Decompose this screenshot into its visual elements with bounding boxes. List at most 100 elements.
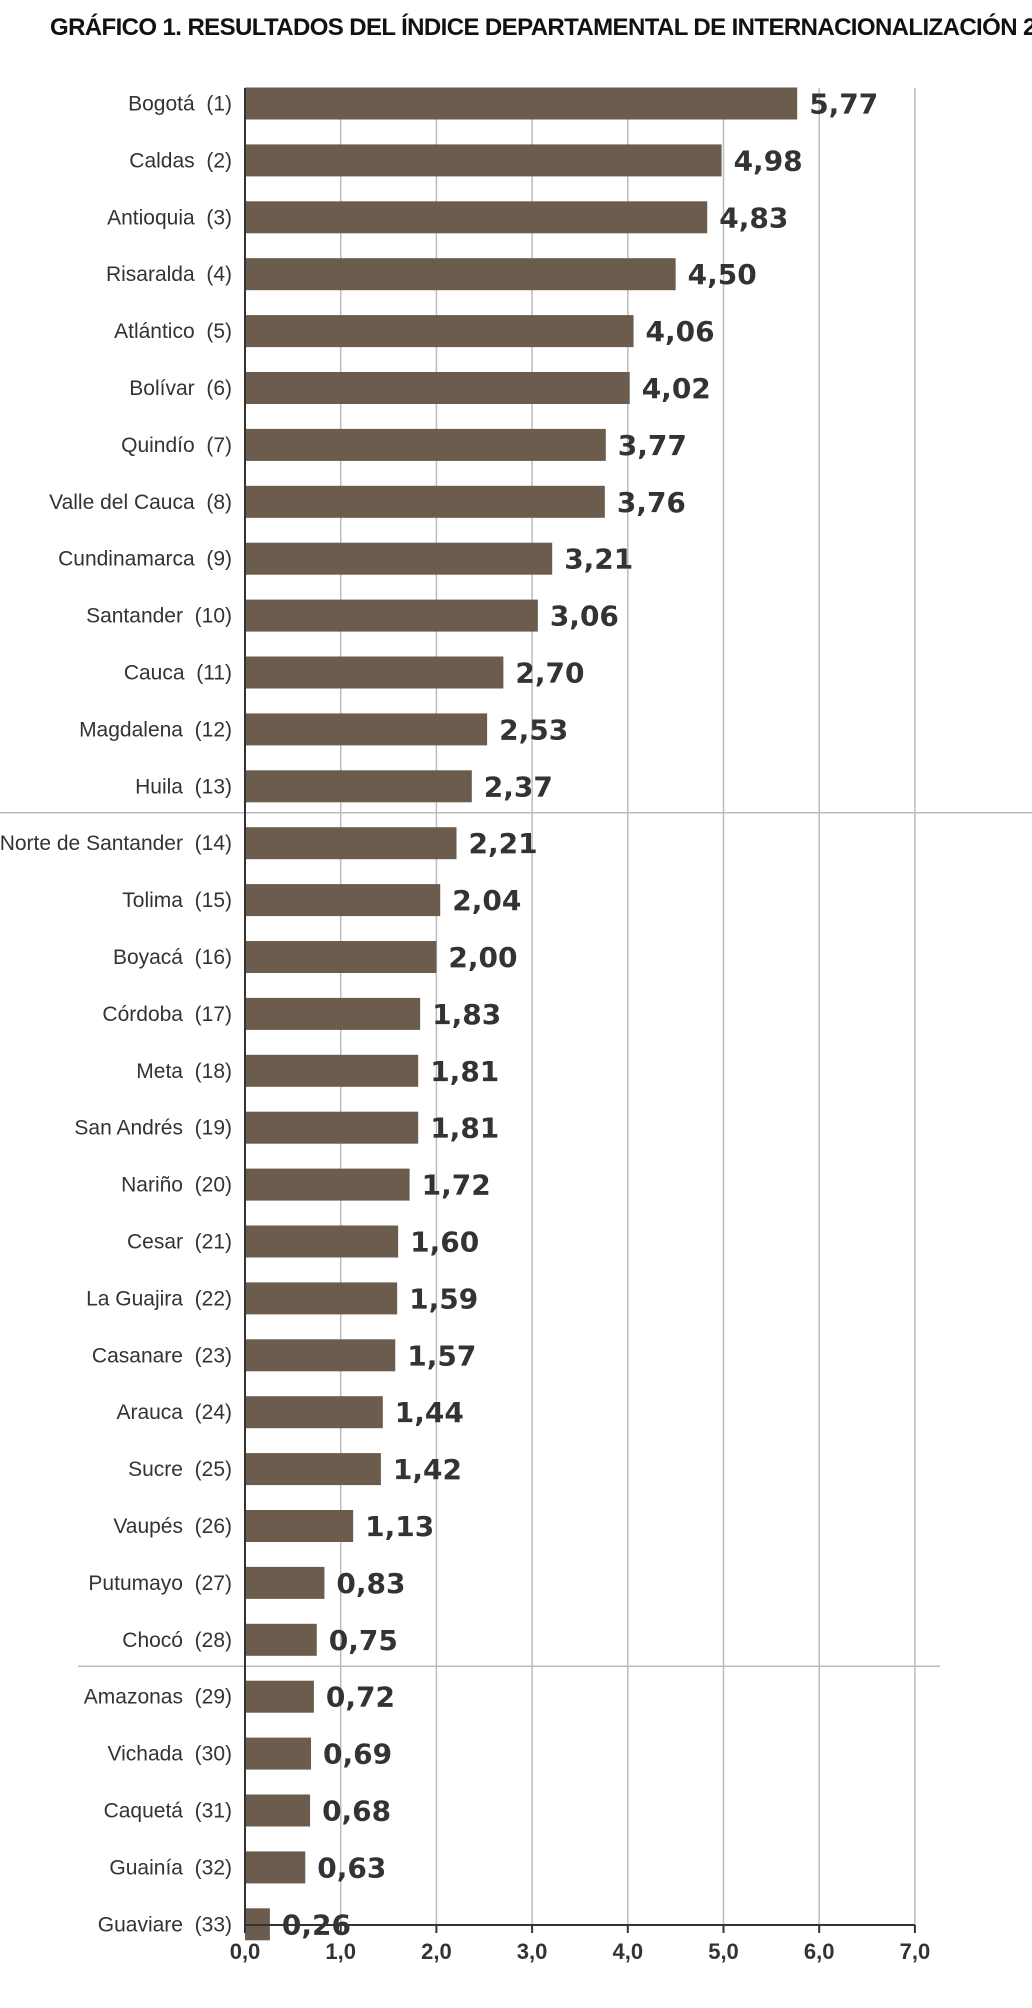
- category-label: Putumayo (27): [88, 1572, 232, 1595]
- x-tick-label: 1,0: [325, 1939, 356, 1964]
- bar: [245, 1566, 325, 1599]
- value-label: 4,83: [719, 201, 788, 234]
- category-label: Guainía (32): [109, 1856, 232, 1879]
- category-label: Santander (10): [86, 605, 232, 628]
- x-tick-label: 7,0: [900, 1939, 931, 1964]
- x-axis: [244, 88, 916, 1933]
- category-label: Cundinamarca (9): [58, 548, 232, 571]
- value-label: 3,77: [618, 429, 687, 462]
- category-label: San Andrés (19): [74, 1117, 232, 1140]
- value-label: 0,72: [326, 1681, 395, 1714]
- category-label: Valle del Cauca (8): [49, 491, 232, 514]
- value-label: 0,75: [329, 1624, 398, 1657]
- value-label: 2,21: [468, 827, 537, 860]
- bar: [245, 1851, 306, 1884]
- category-label: Tolima (15): [122, 889, 232, 912]
- bar: [245, 941, 437, 973]
- value-label: 1,57: [407, 1339, 476, 1372]
- value-label: 3,06: [550, 600, 619, 633]
- bar: [245, 1225, 399, 1258]
- value-label: 0,69: [323, 1738, 392, 1771]
- bar: [245, 315, 634, 348]
- value-label: 1,81: [430, 1055, 499, 1088]
- category-label: Atlántico (5): [114, 320, 232, 343]
- x-tick-label: 6,0: [804, 1939, 835, 1964]
- category-labels: Bogotá (1) Caldas (2) Antioquia (3) Risaral…: [0, 93, 232, 1937]
- bar: [245, 201, 708, 234]
- bar: [245, 144, 722, 177]
- bar: [245, 1168, 410, 1201]
- value-label: 5,77: [809, 88, 878, 121]
- value-label: 2,37: [484, 770, 553, 803]
- category-label: Magdalena (12): [79, 718, 232, 741]
- value-label: 4,06: [646, 315, 715, 348]
- bar: [245, 1453, 381, 1486]
- bar: [245, 428, 606, 461]
- value-label: 2,70: [515, 657, 584, 690]
- category-label: Caldas (2): [129, 149, 232, 172]
- bars: [245, 87, 798, 1941]
- bar: [245, 1054, 419, 1087]
- bar: [245, 1680, 314, 1713]
- value-label: 4,50: [688, 258, 757, 291]
- category-label: Guaviare (33): [98, 1913, 232, 1936]
- x-tick-label: 2,0: [421, 1939, 452, 1964]
- category-label: Cauca (11): [124, 662, 232, 685]
- chart-title-rest: RESULTADOS DEL ÍNDICE DEPARTAMENTAL DE I…: [187, 14, 1032, 41]
- category-label: Risaralda (4): [106, 263, 232, 286]
- value-label: 2,00: [448, 941, 517, 974]
- bar: [245, 87, 798, 120]
- value-label: 3,21: [564, 543, 633, 576]
- value-label: 4,02: [642, 372, 711, 405]
- chart-title-lead: GRÁFICO 1.: [50, 14, 182, 41]
- x-tick-label: 3,0: [517, 1939, 548, 1964]
- bar: [245, 1396, 383, 1429]
- bar: [245, 884, 441, 917]
- value-label: 2,04: [452, 884, 521, 917]
- value-label: 1,59: [409, 1282, 478, 1315]
- grid-lines: [339, 88, 916, 1925]
- category-label: Nariño (20): [121, 1174, 232, 1197]
- category-label: La Guajira (22): [86, 1287, 232, 1310]
- x-tick-label: 0,0: [230, 1939, 261, 1964]
- value-labels: 5,774,98 4,83 4,50 4,06 4,02 3,77 3,76 3,21 3,06…: [282, 88, 878, 1942]
- category-label: Boyacá (16): [113, 946, 232, 969]
- x-tick-labels: 0,0 1,0 2,0 3,0 4,0 5,0 6,0 7,0: [230, 1939, 930, 1964]
- value-label: 1,13: [365, 1510, 434, 1543]
- category-label: Meta (18): [136, 1060, 232, 1083]
- category-label: Vaupés (26): [113, 1515, 232, 1538]
- value-label: 0,63: [317, 1851, 386, 1884]
- category-label: Bogotá (1): [128, 93, 232, 116]
- value-label: 0,83: [336, 1567, 405, 1600]
- group-separators: [0, 812, 1032, 1667]
- bar: [245, 372, 630, 404]
- value-label: 0,26: [282, 1908, 351, 1941]
- bar: [245, 258, 676, 291]
- bar: [245, 1623, 317, 1656]
- bar: [245, 656, 504, 689]
- value-label: 1,44: [395, 1396, 464, 1429]
- value-label: 1,81: [430, 1112, 499, 1145]
- value-label: 0,68: [322, 1795, 391, 1828]
- bar: [245, 599, 538, 632]
- category-label: Caquetá (31): [104, 1800, 232, 1823]
- bar: [245, 827, 457, 860]
- x-tick-label: 5,0: [708, 1939, 739, 1964]
- value-label: 2,53: [499, 713, 568, 746]
- bar: [245, 1282, 398, 1315]
- category-label: Huila (13): [135, 775, 232, 798]
- bar: [245, 713, 488, 746]
- category-label: Antioquia (3): [107, 206, 232, 229]
- category-label: Chocó (28): [122, 1629, 232, 1652]
- category-label: Quindío (7): [121, 434, 232, 457]
- bar: [245, 1510, 354, 1542]
- value-label: 3,76: [617, 486, 686, 519]
- category-label: Cesar (21): [127, 1231, 232, 1254]
- bar: [245, 997, 421, 1030]
- bar: [245, 1737, 312, 1770]
- bar: [245, 485, 605, 518]
- category-label: Casanare (23): [92, 1344, 232, 1367]
- value-label: 1,60: [410, 1226, 479, 1259]
- bar: [245, 542, 553, 575]
